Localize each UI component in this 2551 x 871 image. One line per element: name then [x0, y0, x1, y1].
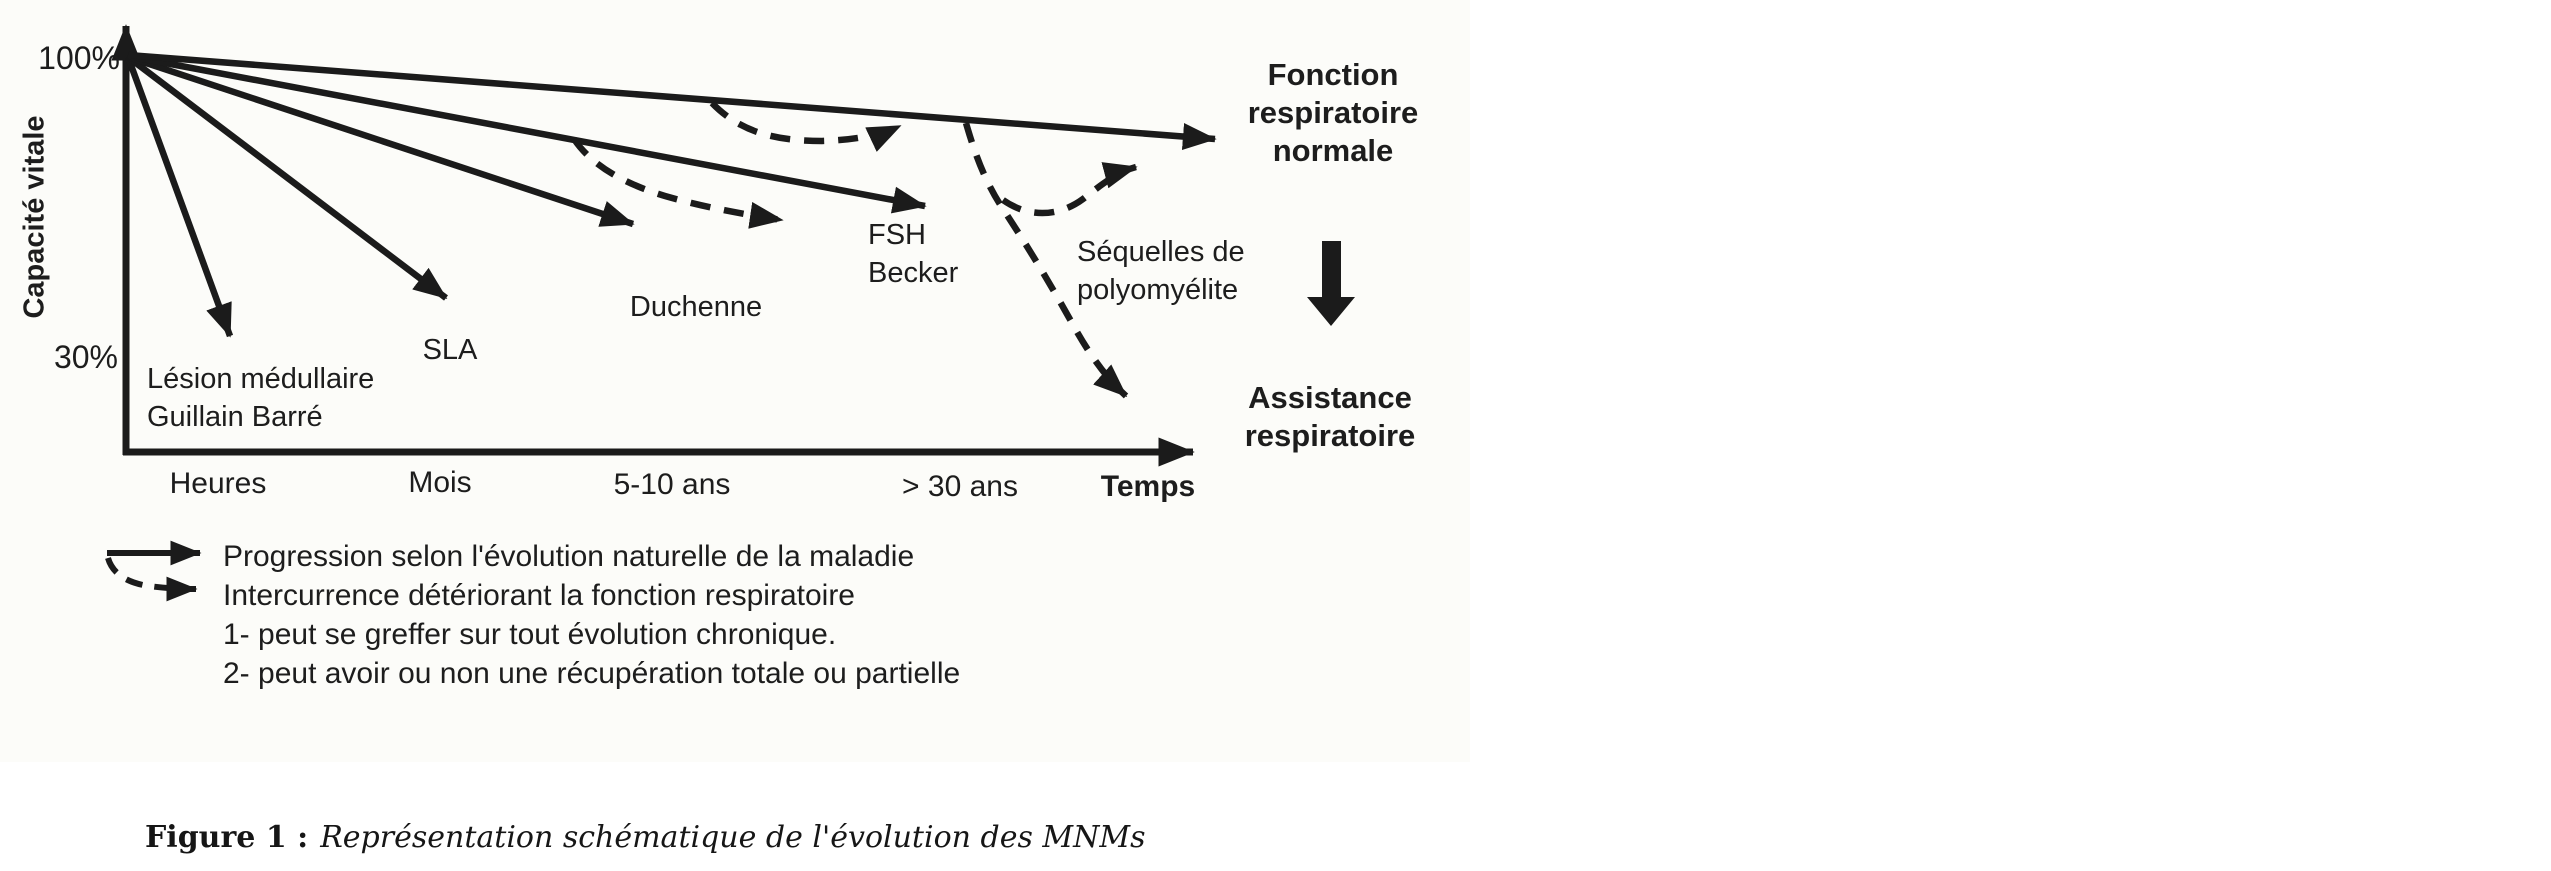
x-tick-5-10-ans: 5-10 ans — [613, 468, 731, 501]
line-normal-function — [127, 51, 1217, 151]
disease-progression-lines — [124, 51, 1217, 338]
figure-caption: Figure 1 : Représentation schématique de … — [145, 818, 1145, 858]
legend-note-2: 2- peut avoir ou non une récupération to… — [223, 657, 961, 690]
dashed-recovery-sequelles — [1001, 162, 1138, 217]
dashed-dip-on-normal-line — [709, 100, 902, 152]
figure-caption-number: Figure 1 : — [145, 820, 309, 855]
diagram-linework — [105, 24, 1355, 602]
legend-note-1: 1- peut se greffer sur tout évolution ch… — [223, 618, 837, 651]
axes — [111, 24, 1195, 467]
x-tick-heures: Heures — [169, 467, 267, 500]
line-guillain-barre — [124, 55, 234, 338]
outcome-normal-label: Fonction respiratoire normale — [1247, 57, 1419, 168]
legend-block: Progression selon l'évolution naturelle … — [223, 537, 960, 693]
x-tick-30-ans: > 30 ans — [902, 470, 1018, 503]
label-duchenne: Duchenne — [629, 291, 763, 323]
legend-solid-arrow-label: Progression selon l'évolution naturelle … — [223, 540, 915, 573]
line-duchenne — [126, 53, 635, 228]
legend-key-arrows — [105, 540, 202, 602]
intercurrence-dashed-curves — [571, 100, 1138, 399]
figure-caption-text: Représentation schématique de l'évolutio… — [320, 820, 1146, 855]
x-tick-mois: Mois — [408, 466, 472, 499]
label-lesion-guillain: Lésion médullaire Guillain Barré — [147, 363, 375, 433]
label-sla: SLA — [422, 334, 478, 366]
label-fsh-becker: FSH Becker — [868, 219, 959, 289]
legend-dashed-arrow-label: Intercurrence détériorant la fonction re… — [223, 579, 855, 612]
dashed-dip-on-fsh-line — [571, 137, 784, 229]
line-sla — [126, 54, 448, 301]
y-axis-title: Capacité vitale — [18, 115, 51, 319]
down-arrow-icon — [1307, 241, 1355, 326]
x-axis-title: Temps — [1100, 470, 1196, 503]
outcome-assistance-label: Assistance respiratoire — [1244, 380, 1416, 453]
figure-scan-background — [0, 0, 1470, 762]
y-tick-30: 30% — [53, 339, 118, 375]
label-sequelles-polio: Séquelles de polyomyélite — [1077, 236, 1245, 306]
line-fsh-becker — [127, 52, 927, 214]
legend-dashed-arrow-icon — [105, 556, 198, 602]
y-tick-100: 100% — [38, 40, 120, 76]
